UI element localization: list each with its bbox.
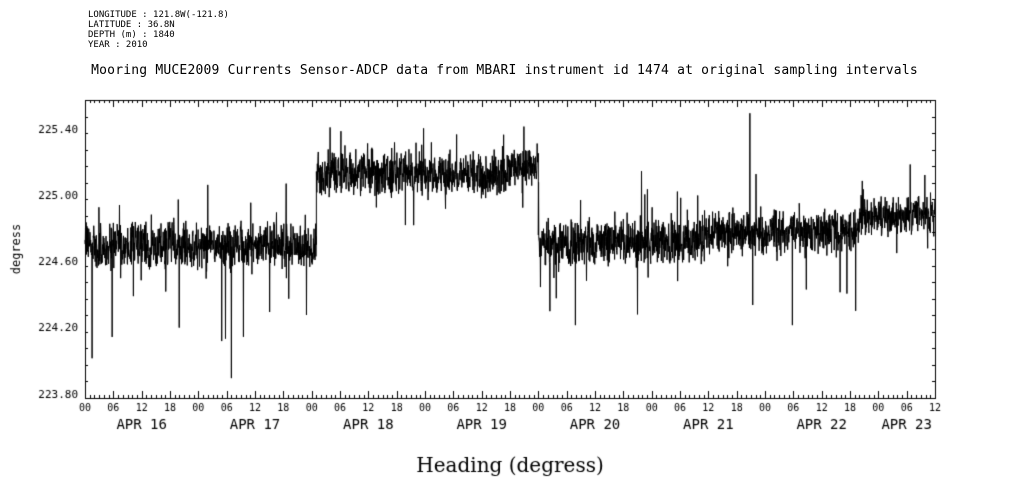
plot-metadata: LONGITUDE : 121.8W(-121.8) LATITUDE : 36… [88, 10, 229, 50]
meta-longitude: LONGITUDE : 121.8W(-121.8) [88, 10, 229, 20]
meta-year: YEAR : 2010 [88, 40, 148, 50]
meta-latitude: LATITUDE : 36.8N [88, 20, 175, 30]
chart-title: Mooring MUCE2009 Currents Sensor-ADCP da… [91, 63, 918, 78]
meta-depth: DEPTH (m) : 1840 [88, 30, 175, 40]
